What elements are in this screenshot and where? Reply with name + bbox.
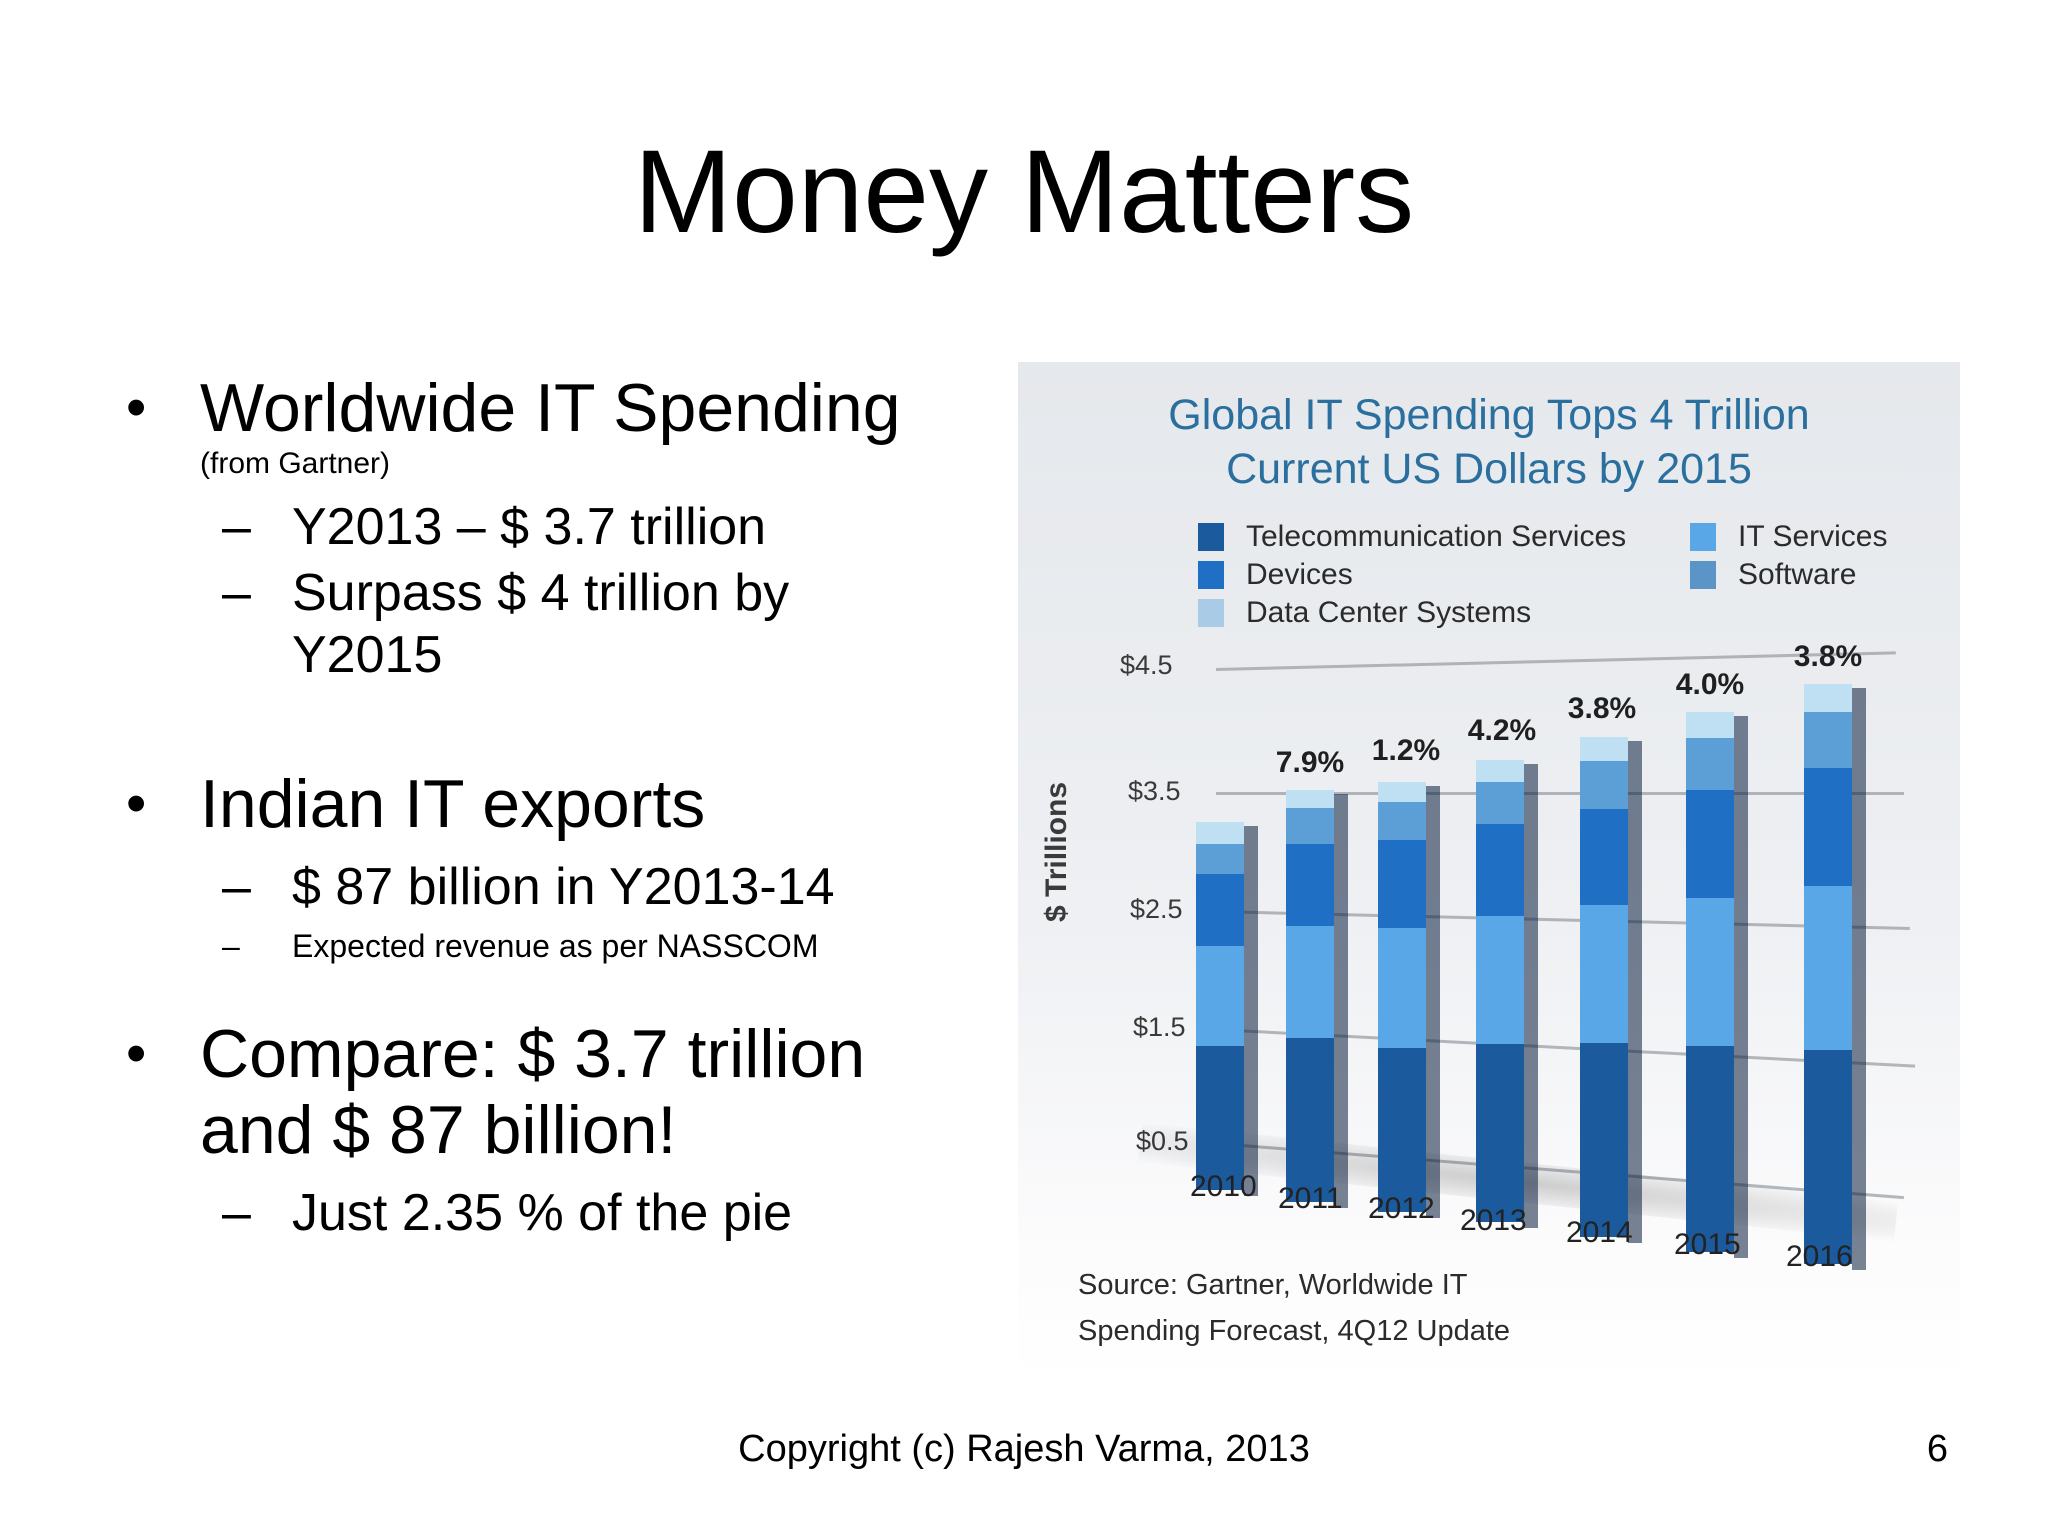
growth-label: 3.8% [1793, 640, 1863, 673]
bar-2011 [1286, 790, 1348, 1208]
y-tick: $4.5 [1120, 650, 1173, 680]
x-tick: 2010 [1190, 1170, 1257, 1203]
legend-swatch-icon [1198, 561, 1224, 589]
growth-label: 7.9% [1275, 746, 1345, 779]
legend-item-software: Software [1690, 558, 1856, 592]
x-tick: 2011 [1278, 1182, 1343, 1215]
bar-2014 [1580, 737, 1642, 1243]
bullet-compare: • Compare: $ 3.7 trillion and $ 87 billi… [126, 1016, 866, 1168]
x-tick: 2012 [1368, 1192, 1435, 1225]
slide-title: Money Matters [633, 126, 1415, 258]
bullet-list: • Worldwide IT Spending (from Gartner) –… [120, 370, 940, 1244]
x-tick: 2016 [1786, 1240, 1853, 1273]
sub-bullet: – Y2013 – $ 3.7 trillion [222, 498, 767, 556]
growth-label: 3.8% [1567, 692, 1637, 725]
bar-2013 [1476, 760, 1538, 1228]
bullet-indian-exports: • Indian IT exports [126, 766, 706, 842]
legend-item-it-services: IT Services [1690, 520, 1888, 554]
legend-item-data-center: Data Center Systems [1198, 596, 1531, 630]
bar-2015 [1686, 712, 1748, 1258]
growth-label: 4.2% [1467, 714, 1537, 747]
it-spending-chart: Global IT Spending Tops 4 Trillion Curre… [1018, 362, 1960, 1380]
sub-bullet: – $ 87 billion in Y2013-14 [222, 858, 835, 916]
dash-icon: – [222, 858, 251, 916]
sub-bullet: – Surpass $ 4 trillion by Y2015 [222, 564, 790, 684]
dash-icon: – [222, 1184, 251, 1242]
y-tick: $2.5 [1130, 894, 1183, 924]
y-axis-label: $ Trillions [1040, 781, 1073, 922]
growth-label: 4.0% [1675, 668, 1745, 701]
x-tick: 2015 [1674, 1228, 1741, 1261]
chart-title: Global IT Spending Tops 4 Trillion Curre… [1168, 391, 1810, 493]
legend-item-devices: Devices [1198, 558, 1353, 592]
legend-swatch-icon [1198, 523, 1224, 551]
y-tick: $0.5 [1136, 1126, 1189, 1157]
legend-swatch-icon [1198, 599, 1224, 627]
bullet-note: (from Gartner) [200, 447, 391, 480]
y-tick: $3.5 [1128, 776, 1181, 806]
bullet-icon: • [126, 1021, 147, 1086]
bullet-icon: • [126, 771, 147, 836]
bar-2016 [1804, 684, 1866, 1270]
bullet-worldwide-spending: • Worldwide IT Spending [126, 370, 901, 446]
dash-icon: – [222, 498, 251, 556]
dash-icon: – [222, 564, 251, 622]
bar-2012 [1378, 782, 1440, 1218]
bullet-icon: • [126, 375, 147, 440]
x-tick: 2013 [1460, 1204, 1527, 1237]
x-tick: 2014 [1566, 1216, 1633, 1249]
legend-item-telecom: Telecommunication Services [1198, 520, 1626, 554]
dash-icon: – [222, 928, 240, 964]
y-tick: $1.5 [1133, 1012, 1186, 1042]
legend-swatch-icon [1690, 561, 1716, 589]
footer-copyright: Copyright (c) Rajesh Varma, 2013 [738, 1428, 1310, 1470]
chart-source: Source: Gartner, Worldwide IT Spending F… [1078, 1269, 1511, 1347]
sub-bullet: – Just 2.35 % of the pie [222, 1184, 793, 1242]
gridline [1216, 792, 1904, 795]
page-number: 6 [1926, 1428, 1948, 1470]
growth-label: 1.2% [1371, 734, 1441, 767]
legend-swatch-icon [1690, 523, 1716, 551]
sub-bullet: – Expected revenue as per NASSCOM [222, 928, 819, 964]
bar-2010 [1196, 822, 1258, 1196]
